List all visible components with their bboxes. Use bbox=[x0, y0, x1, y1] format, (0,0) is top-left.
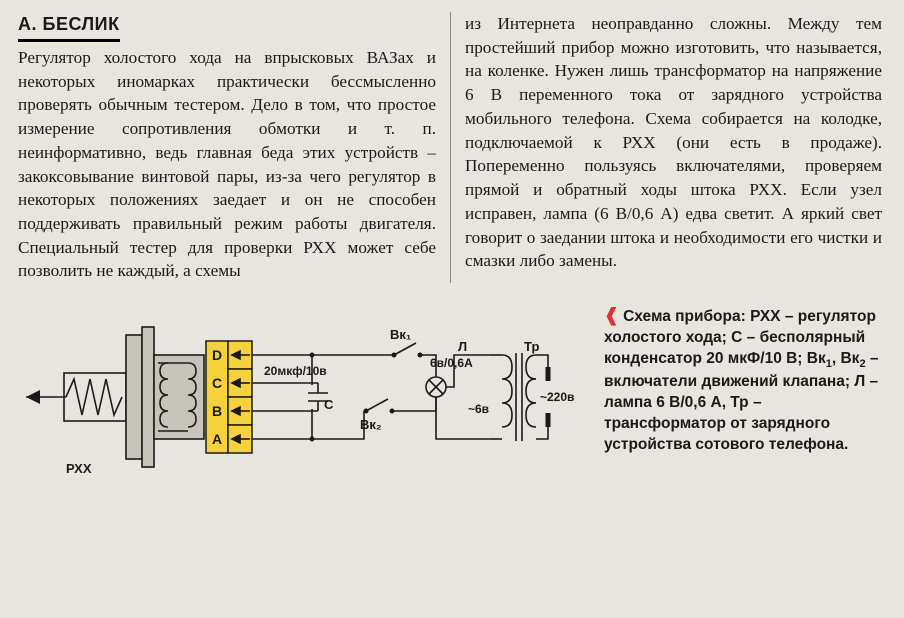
svg-text:Вк₁: Вк₁ bbox=[390, 327, 411, 342]
legend-marker-icon: ❰ bbox=[604, 305, 619, 325]
svg-text:~220в: ~220в bbox=[540, 390, 574, 404]
label-cap: 20мкф/10в bbox=[264, 364, 327, 378]
svg-text:Л: Л bbox=[458, 339, 467, 354]
legend-text: ❰Схема прибора: РХХ – регулятор холостог… bbox=[604, 297, 886, 487]
body-col2: из Интернета неоправданно сложны. Между … bbox=[465, 12, 882, 273]
svg-text:Тр: Тр bbox=[524, 339, 539, 354]
connector-block: D C B A bbox=[206, 341, 252, 453]
switch-bk1: Вк₁ bbox=[390, 327, 423, 358]
switch-bk2: Вк₂ bbox=[360, 399, 395, 432]
svg-text:Вк₂: Вк₂ bbox=[360, 417, 382, 432]
svg-text:A: A bbox=[212, 431, 222, 447]
svg-text:B: B bbox=[212, 403, 222, 419]
body-col1: Регулятор холостого хода на впрысковых В… bbox=[18, 46, 436, 283]
svg-text:D: D bbox=[212, 347, 222, 363]
label-pxx: РХХ bbox=[66, 461, 92, 476]
lamp: Л 6в/0,6А bbox=[426, 339, 473, 397]
svg-text:6в/0,6А: 6в/0,6А bbox=[430, 356, 473, 370]
schematic-diagram: РХХ D C B A bbox=[18, 297, 592, 487]
label-c: C bbox=[324, 397, 334, 412]
svg-text:~6в: ~6в bbox=[468, 402, 489, 416]
svg-text:C: C bbox=[212, 375, 222, 391]
author-name: А. БЕСЛИК bbox=[18, 12, 120, 42]
